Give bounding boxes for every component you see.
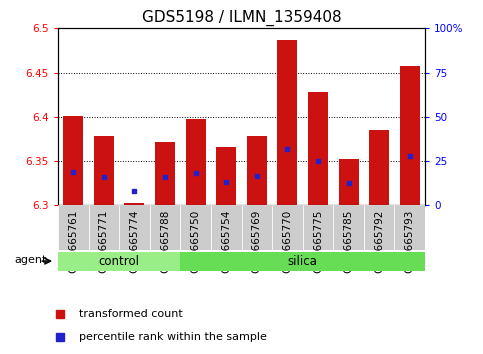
- Text: GSM665754: GSM665754: [221, 210, 231, 273]
- FancyBboxPatch shape: [119, 205, 150, 250]
- Text: GSM665792: GSM665792: [374, 210, 384, 273]
- Text: GSM665793: GSM665793: [405, 210, 415, 273]
- Text: transformed count: transformed count: [79, 309, 183, 319]
- Bar: [125, 202, 144, 205]
- Text: GSM665769: GSM665769: [252, 210, 262, 273]
- FancyBboxPatch shape: [88, 205, 119, 250]
- Bar: [155, 142, 175, 205]
- FancyBboxPatch shape: [180, 205, 211, 250]
- FancyBboxPatch shape: [303, 205, 333, 250]
- Text: silica: silica: [288, 255, 318, 268]
- Bar: [277, 40, 298, 205]
- Text: GSM665770: GSM665770: [283, 210, 292, 273]
- Text: GSM665774: GSM665774: [129, 210, 140, 273]
- FancyBboxPatch shape: [211, 205, 242, 250]
- Bar: [216, 147, 236, 205]
- FancyBboxPatch shape: [333, 205, 364, 250]
- Text: percentile rank within the sample: percentile rank within the sample: [79, 332, 267, 342]
- FancyBboxPatch shape: [150, 205, 180, 250]
- Text: GSM665761: GSM665761: [68, 210, 78, 273]
- Bar: [180, 252, 425, 270]
- Bar: [369, 130, 389, 205]
- Text: GSM665771: GSM665771: [99, 210, 109, 273]
- Bar: [339, 159, 358, 205]
- Title: GDS5198 / ILMN_1359408: GDS5198 / ILMN_1359408: [142, 9, 341, 25]
- Text: agent: agent: [14, 255, 47, 265]
- Text: GSM665785: GSM665785: [343, 210, 354, 273]
- Text: GSM665750: GSM665750: [191, 210, 200, 273]
- Text: GSM665788: GSM665788: [160, 210, 170, 273]
- Bar: [58, 252, 180, 270]
- Bar: [247, 136, 267, 205]
- FancyBboxPatch shape: [364, 205, 395, 250]
- Text: control: control: [99, 255, 140, 268]
- FancyBboxPatch shape: [58, 205, 88, 250]
- Bar: [94, 136, 114, 205]
- FancyBboxPatch shape: [272, 205, 303, 250]
- FancyBboxPatch shape: [242, 205, 272, 250]
- Text: GSM665775: GSM665775: [313, 210, 323, 273]
- Bar: [308, 92, 328, 205]
- Bar: [400, 66, 420, 205]
- FancyBboxPatch shape: [395, 205, 425, 250]
- Bar: [63, 116, 83, 205]
- Bar: [185, 119, 206, 205]
